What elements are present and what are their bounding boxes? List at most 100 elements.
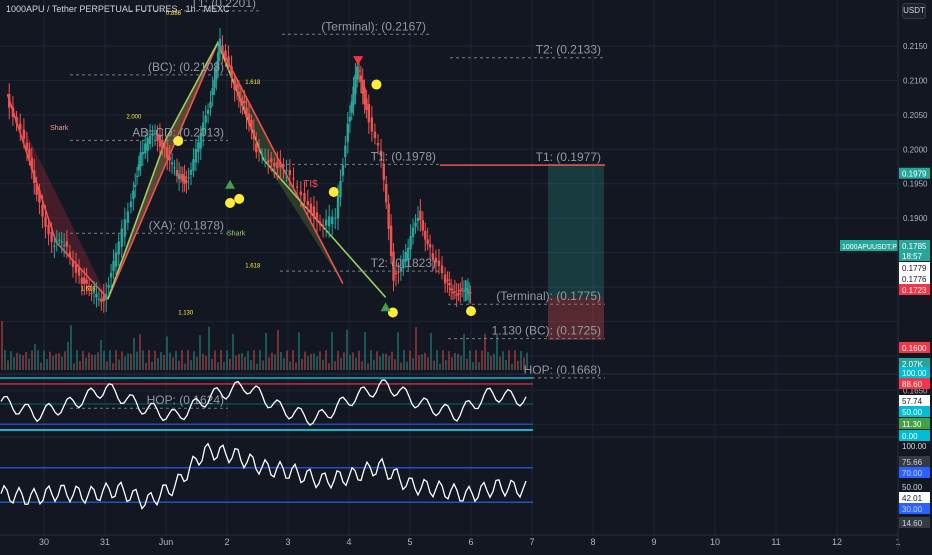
indicator-badge [899,456,930,467]
x-tick-label: 7 [529,537,534,547]
volume-bar [385,353,387,370]
candle-body [74,264,78,273]
candle-body [451,291,455,294]
level-label: T1: (0.1978) [371,149,436,163]
volume-bar [232,333,234,370]
price-badge [899,284,930,295]
candle-body [8,94,11,108]
volume-bar [64,351,66,370]
volume-bar [106,361,108,370]
candle-body [44,216,47,227]
candle-body [348,116,352,122]
candle-body [22,129,26,139]
volume-bar [445,360,447,370]
level-label: T2: (0.2133) [536,43,601,57]
volume-bar [211,358,213,370]
candle-body [424,230,427,240]
candle-body [141,151,145,155]
currency-button[interactable]: USDT [902,3,926,19]
volume-bar [181,350,183,370]
volume-bar [274,354,276,370]
volume-bar [145,362,147,370]
indicator-badge [899,430,930,441]
volume-bar [496,335,498,370]
candle-body [382,163,385,180]
candle-body [350,101,353,113]
volume-bar [148,350,150,370]
volume-bar [118,359,120,370]
candle-body [331,216,334,225]
signal-dot [328,186,339,197]
volume-bar [331,332,333,370]
price-badge [899,273,930,284]
candle-body [179,175,183,177]
candle-body [38,190,41,203]
candle-body [181,174,184,181]
volume-bar [52,355,54,370]
indicator-badge-label: 50.00 [902,408,923,417]
volume-bar [184,363,186,370]
price-tick-label: 0.2000 [903,145,928,154]
volume-bar [280,352,282,370]
volume-bar [157,358,159,370]
indicator-badge-label: 70.00 [902,469,923,478]
signal-dot [173,136,184,147]
volume-bar [76,350,78,370]
volume-bar [49,351,51,370]
candle-body [426,239,429,245]
candle-body [19,123,22,130]
x-tick-label: Jun [159,537,174,547]
level-label: HOP: (0.1624) [147,393,224,407]
candle-body [92,290,96,293]
candle-body [112,260,115,272]
indicator-badge-label: 14.60 [902,519,923,528]
candle-body [120,228,123,247]
volume-bar [79,360,81,370]
volume-bar [406,361,408,370]
volume-bar [457,354,459,370]
candle-body [105,293,108,301]
volume-bar [283,358,285,370]
candle-body [341,165,345,176]
candle-body [163,147,166,149]
candle-body [402,258,405,269]
harmonic-legs-bear [6,40,344,301]
candle-body [464,289,467,291]
candle-body [183,176,186,184]
ratio-label: 1.618 [245,264,261,270]
signal-dot [225,197,236,208]
indicator-badge [899,467,930,478]
candle-body [25,142,29,150]
indicator-badge [899,367,930,378]
candle-body [257,149,261,151]
pattern-name-label: Shark [50,125,69,132]
x-tick-label: 31 [100,537,110,547]
candle-body [235,84,239,89]
indicator-badge-label: 2.07K [902,360,924,369]
candle-body [156,133,159,141]
volume-bar [265,332,267,370]
candle-body [107,285,110,288]
volume-bar [7,360,9,370]
candle-body [299,191,303,196]
candle-body [194,149,198,163]
volume-bar [358,350,360,370]
candle-body [389,225,393,257]
volume-bar [202,353,204,370]
indicator-badge [899,517,930,528]
candle-body [285,169,288,171]
volume-bar [295,362,297,370]
volume-bar [100,339,102,370]
volume-bar [82,350,84,370]
volume-bar [142,350,144,370]
candle-body [336,194,340,219]
volume-bar [235,355,237,370]
candle-body [170,162,174,165]
candle-body [373,131,377,139]
volume-bar [355,357,357,370]
candle-body [211,88,214,95]
volume-bar [391,351,393,370]
volume-bar [85,357,87,370]
